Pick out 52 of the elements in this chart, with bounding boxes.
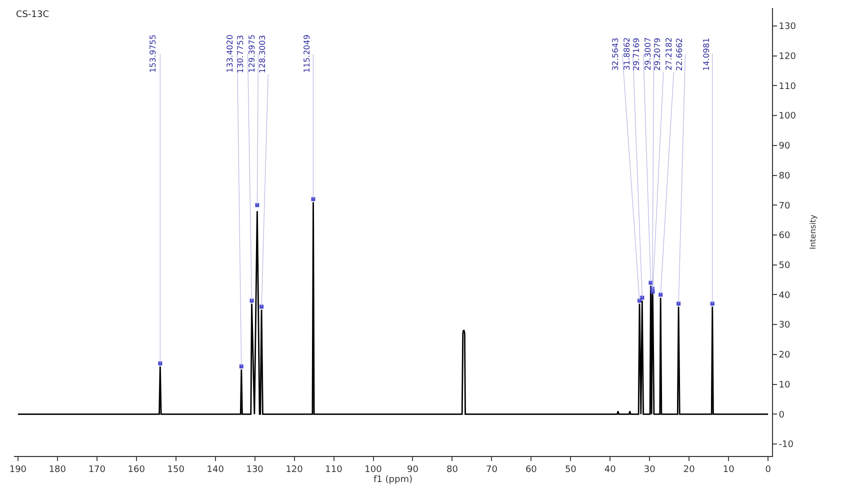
annotation: 130.7753 [236, 35, 246, 74]
x-tick-label: 140 [206, 464, 224, 475]
x-tick-label: 160 [128, 464, 146, 475]
annotation: 29.7169 [632, 38, 641, 71]
y-tick-label: 50 [778, 261, 791, 271]
y-tick-label: 100 [778, 112, 796, 122]
annotation: 27.2182 [664, 37, 674, 70]
y-tick-label: -10 [778, 440, 794, 450]
x-tick-label: 20 [683, 464, 696, 475]
annotation: 14.0981 [702, 38, 711, 71]
annotation: 129.3975 [248, 34, 257, 73]
y-tick-label: 130 [778, 22, 796, 32]
x-tick-label: 40 [604, 464, 616, 475]
x-tick-label: 0 [765, 464, 772, 475]
annotation: 115.2049 [302, 34, 312, 73]
x-tick-label: 80 [446, 464, 458, 475]
annotation: 153.9755 [148, 34, 158, 73]
x-axis-title: f1 (ppm) [374, 474, 412, 485]
annotation: 29.2079 [652, 38, 662, 71]
x-tick-label: 10 [722, 464, 735, 475]
annotation: 31.8862 [622, 37, 632, 70]
y-tick-label: 10 [778, 380, 791, 390]
y-tick-label: 110 [778, 82, 796, 92]
x-tick-label: 120 [286, 464, 304, 475]
annotation: 128.3003 [258, 35, 268, 74]
y-tick-label: 70 [778, 201, 791, 212]
y-tick-label: 20 [778, 350, 791, 361]
x-tick-label: 110 [325, 464, 343, 475]
annotation: 133.4020 [226, 34, 235, 73]
x-tick-label: 170 [88, 464, 106, 475]
y-tick-label: 60 [778, 231, 791, 242]
y-tick-label: 80 [778, 171, 791, 182]
x-tick-label: 90 [407, 464, 419, 475]
annotation: 32.5643 [610, 38, 620, 71]
chart-title: CS-13C [16, 10, 49, 20]
y-tick-label: 0 [778, 410, 785, 420]
x-tick-label: 60 [525, 464, 538, 475]
x-tick-label: 100 [364, 464, 382, 475]
x-tick-label: 190 [9, 464, 27, 475]
x-tick-label: 70 [486, 464, 498, 475]
x-tick-label: 50 [564, 464, 577, 475]
x-tick-label: 130 [246, 464, 264, 475]
annotation: 22.6662 [674, 38, 684, 71]
y-tick-label: 90 [778, 142, 791, 152]
y-tick-label: 120 [778, 52, 796, 62]
y-tick-label: 40 [778, 290, 791, 301]
y-tick-label: 30 [778, 320, 791, 331]
x-tick-label: 180 [48, 464, 66, 475]
x-tick-label: 150 [167, 464, 185, 475]
y-axis-title: Intensity [808, 214, 818, 250]
x-tick-label: 30 [644, 464, 656, 475]
annotation: 29.3007 [643, 37, 652, 70]
